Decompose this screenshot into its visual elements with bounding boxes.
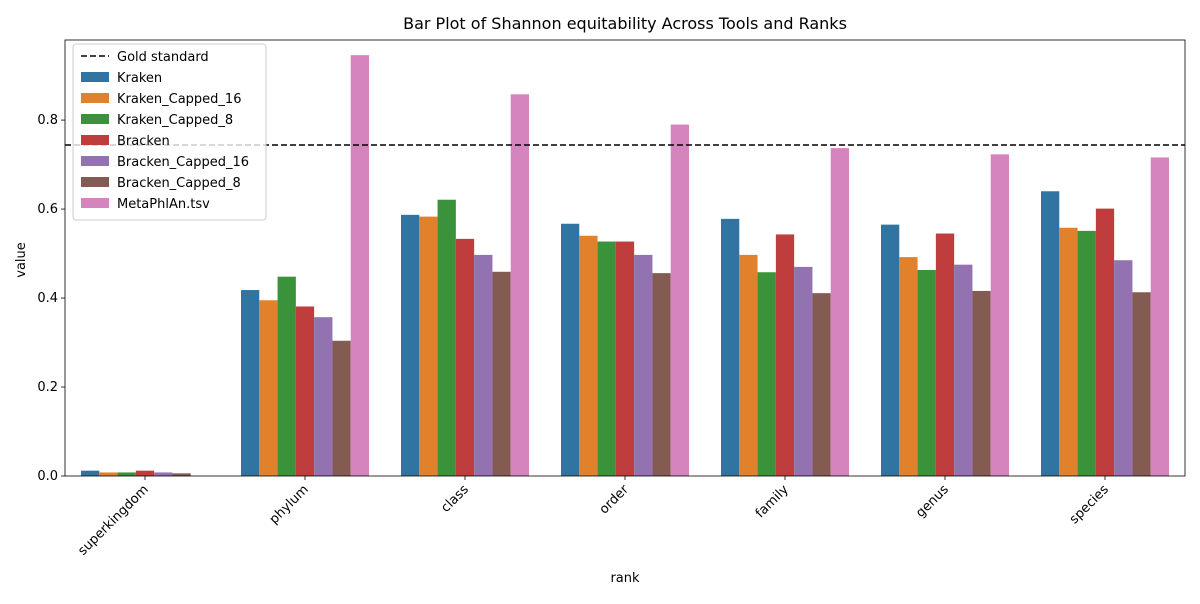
legend-label: Kraken_Capped_8 bbox=[117, 113, 233, 128]
chart-title: Bar Plot of Shannon equitability Across … bbox=[403, 14, 847, 33]
x-tick-label: superkingdom bbox=[75, 482, 151, 558]
bar-kraken-phylum bbox=[241, 290, 260, 476]
legend-label: MetaPhlAn.tsv bbox=[117, 197, 210, 212]
legend-swatch-bracken-capped-16 bbox=[81, 156, 109, 166]
bar-kraken-class bbox=[401, 214, 420, 476]
bar-bracken-capped-8-family bbox=[812, 293, 831, 476]
legend-swatch-kraken-capped-8 bbox=[81, 114, 109, 124]
legend-swatch-bracken bbox=[81, 135, 109, 145]
bar-bracken-capped-8-superkingdom bbox=[172, 473, 191, 476]
legend-label: Bracken_Capped_16 bbox=[117, 155, 249, 170]
y-axis: 0.0 0.2 0.4 0.6 0.8 bbox=[37, 113, 65, 484]
bar-bracken-capped-8-class bbox=[492, 271, 511, 476]
bar-metaphlan-tsv-order bbox=[670, 124, 689, 476]
x-tick-label: class bbox=[438, 482, 472, 516]
legend-swatch-kraken bbox=[81, 72, 109, 82]
plot-area bbox=[64, 39, 1186, 477]
bar-metaphlan-tsv-phylum bbox=[350, 55, 369, 476]
bar-kraken-capped-8-genus bbox=[917, 270, 936, 476]
legend-label: Bracken bbox=[117, 134, 170, 149]
x-tick-label: genus bbox=[913, 482, 952, 521]
y-tick-label: 0.8 bbox=[37, 113, 58, 128]
bar-metaphlan-tsv-genus bbox=[990, 154, 1009, 476]
bar-kraken-capped-8-species bbox=[1077, 230, 1096, 476]
bar-kraken-superkingdom bbox=[81, 470, 100, 476]
bar-kraken-species bbox=[1041, 191, 1060, 476]
y-tick-label: 0.4 bbox=[37, 291, 58, 306]
bar-kraken-capped-16-order bbox=[579, 235, 598, 476]
bar-kraken-capped-16-class bbox=[419, 216, 438, 476]
bar-bracken-family bbox=[775, 234, 795, 476]
bar-bracken-class bbox=[455, 238, 475, 476]
legend-swatch-metaphlan-tsv bbox=[81, 198, 109, 208]
bar-kraken-capped-16-superkingdom bbox=[99, 472, 118, 476]
y-axis-label: value bbox=[14, 242, 29, 278]
y-tick-label: 0.6 bbox=[37, 202, 58, 217]
legend-box bbox=[72, 43, 267, 221]
bar-kraken-capped-8-phylum bbox=[277, 276, 296, 476]
bar-bracken-capped-8-genus bbox=[972, 290, 991, 476]
bar-metaphlan-tsv-class bbox=[510, 94, 529, 476]
bar-bracken-capped-16-species bbox=[1114, 260, 1133, 476]
bar-bracken-genus bbox=[935, 233, 955, 476]
bar-bracken-capped-8-species bbox=[1132, 292, 1151, 476]
bar-kraken-genus bbox=[881, 224, 900, 476]
bar-bracken-capped-8-phylum bbox=[332, 340, 351, 476]
bar-bracken-capped-16-phylum bbox=[314, 317, 333, 476]
bar-kraken-capped-16-genus bbox=[899, 257, 918, 476]
x-axis-label: rank bbox=[610, 571, 640, 586]
bar-kraken-order bbox=[561, 223, 580, 476]
bar-bracken-phylum bbox=[295, 306, 315, 476]
bar-bracken-species bbox=[1095, 208, 1115, 476]
legend-swatch-kraken-capped-16 bbox=[81, 93, 109, 103]
bar-metaphlan-tsv-species bbox=[1150, 157, 1169, 476]
legend-label: Bracken_Capped_8 bbox=[117, 176, 241, 191]
x-tick-label: family bbox=[753, 482, 792, 521]
bar-kraken-capped-16-phylum bbox=[259, 300, 278, 476]
legend: Gold standard Kraken Kraken_Capped_16 Krake… bbox=[72, 43, 267, 221]
bar-bracken-superkingdom bbox=[135, 470, 155, 476]
bar-kraken-capped-8-class bbox=[437, 199, 456, 476]
bar-kraken-capped-16-family bbox=[739, 254, 758, 476]
x-tick-label: species bbox=[1067, 482, 1112, 527]
legend-label: Kraken_Capped_16 bbox=[117, 92, 241, 107]
y-tick-label: 0.2 bbox=[37, 380, 58, 395]
bar-bracken-capped-16-family bbox=[794, 266, 813, 476]
bar-metaphlan-tsv-family bbox=[830, 148, 849, 477]
bar-bracken-capped-16-order bbox=[634, 254, 653, 476]
x-axis: superkingdom phylum class order family genus s… bbox=[75, 476, 1112, 559]
legend-gold-standard-label: Gold standard bbox=[117, 50, 209, 65]
bar-kraken-capped-8-superkingdom bbox=[117, 472, 136, 476]
y-tick-label: 0.0 bbox=[37, 469, 58, 484]
legend-swatch-bracken-capped-8 bbox=[81, 177, 109, 187]
bar-bracken-capped-16-genus bbox=[954, 264, 973, 476]
bar-bracken-capped-16-class bbox=[474, 254, 493, 476]
x-tick-label: order bbox=[597, 482, 633, 518]
bar-kraken-capped-8-family bbox=[757, 272, 776, 476]
bar-kraken-capped-8-order bbox=[597, 241, 616, 476]
bar-bracken-capped-8-order bbox=[652, 273, 671, 476]
bar-kraken-capped-16-species bbox=[1059, 227, 1078, 476]
bar-kraken-family bbox=[721, 218, 740, 476]
legend-label: Kraken bbox=[117, 71, 162, 86]
bar-bracken-order bbox=[615, 241, 635, 476]
x-tick-label: phylum bbox=[267, 482, 312, 527]
bar-bracken-capped-16-superkingdom bbox=[154, 472, 173, 476]
